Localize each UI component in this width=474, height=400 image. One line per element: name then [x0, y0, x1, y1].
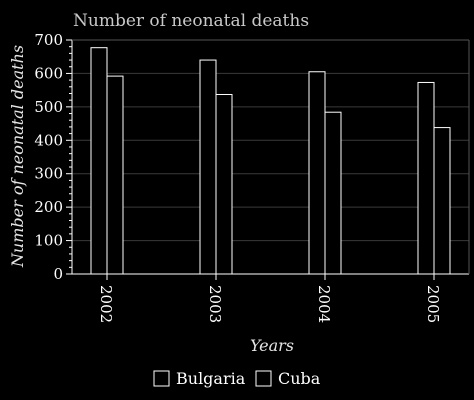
bar-bulgaria-2005 [417, 81, 435, 275]
y-tick-label: 300 [34, 165, 63, 183]
y-tick-label: 600 [34, 64, 63, 82]
y-axis-ticks: 0 100 200 300 400 500 600 700 [34, 31, 72, 283]
chart-title: Number of neonatal deaths [73, 11, 309, 31]
bar-cuba-2005 [433, 127, 451, 275]
bar-bulgaria-2002 [90, 47, 108, 275]
y-tick-label: 400 [34, 131, 63, 149]
bar-bulgaria-2003 [199, 59, 217, 275]
bar-bulgaria-2004 [308, 71, 326, 275]
y-tick-label: 100 [34, 232, 63, 250]
legend-label: Cuba [278, 369, 321, 388]
y-tick-label: 0 [53, 265, 63, 283]
y-tick-label: 500 [34, 98, 63, 116]
x-axis-ticks: 2002 2003 2004 2005 [97, 274, 442, 323]
x-tick-label: 2004 [315, 285, 333, 323]
x-tick-label: 2003 [206, 285, 224, 323]
x-tick-label: 2005 [424, 285, 442, 323]
y-axis-title: Number of neonatal deaths [8, 45, 27, 268]
y-tick-label: 200 [34, 198, 63, 216]
x-tick-label: 2002 [97, 285, 115, 323]
gridlines [72, 72, 469, 242]
bar-cuba-2003 [215, 93, 233, 275]
legend: Bulgaria Cuba [153, 369, 321, 388]
legend-swatch [153, 370, 170, 387]
y-tick-label: 700 [34, 31, 63, 49]
bars [90, 47, 451, 275]
legend-label: Bulgaria [176, 369, 246, 388]
legend-swatch [255, 370, 272, 387]
bar-cuba-2002 [106, 75, 124, 275]
x-axis-title: Years [250, 336, 294, 355]
bar-cuba-2004 [324, 111, 342, 275]
